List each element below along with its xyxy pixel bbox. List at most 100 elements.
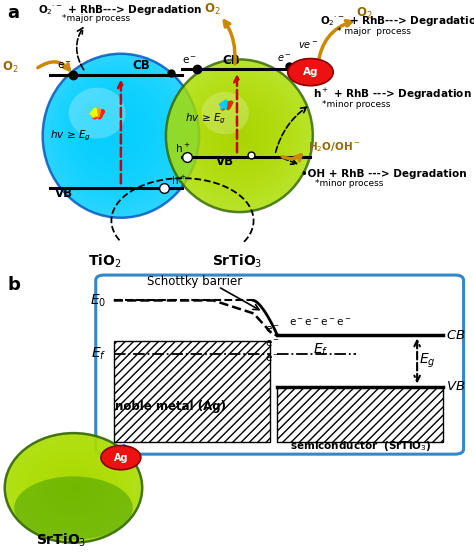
Ellipse shape [100, 120, 116, 137]
Text: Ag: Ag [114, 452, 128, 463]
Text: Schottky barrier: Schottky barrier [147, 274, 242, 288]
Text: O$_2$: O$_2$ [356, 6, 372, 21]
Text: * major  process: * major process [337, 27, 410, 36]
Ellipse shape [104, 125, 110, 130]
Ellipse shape [45, 56, 196, 214]
Ellipse shape [232, 128, 247, 144]
Ellipse shape [194, 88, 285, 183]
Text: *major process: *major process [62, 14, 130, 23]
Text: VB: VB [216, 156, 234, 169]
Ellipse shape [98, 117, 119, 140]
Ellipse shape [69, 88, 126, 138]
Ellipse shape [27, 451, 119, 525]
Text: TiO$_2$: TiO$_2$ [88, 253, 121, 270]
Ellipse shape [73, 89, 155, 174]
Text: e$^-$: e$^-$ [277, 53, 292, 64]
Ellipse shape [64, 480, 83, 496]
Ellipse shape [47, 59, 193, 212]
Ellipse shape [234, 130, 245, 141]
Ellipse shape [60, 74, 173, 193]
Text: H$_2$O/OH$^-$: H$_2$O/OH$^-$ [308, 140, 361, 153]
Text: SrTiO$_3$: SrTiO$_3$ [36, 531, 87, 549]
Ellipse shape [43, 54, 199, 218]
Ellipse shape [31, 454, 116, 522]
Circle shape [101, 446, 141, 470]
Ellipse shape [49, 62, 190, 208]
Text: a: a [7, 4, 19, 22]
Ellipse shape [217, 112, 262, 160]
Text: hv ≥ E$_g$: hv ≥ E$_g$ [185, 112, 226, 127]
Ellipse shape [82, 99, 142, 162]
Ellipse shape [189, 83, 290, 188]
Ellipse shape [196, 91, 283, 180]
Ellipse shape [15, 441, 132, 535]
Ellipse shape [41, 461, 106, 514]
Text: O$_2$$^{\cdot-}$ + RhB---> Degradation: O$_2$$^{\cdot-}$ + RhB---> Degradation [38, 3, 202, 17]
Ellipse shape [179, 73, 300, 199]
Ellipse shape [237, 133, 242, 138]
Ellipse shape [37, 459, 109, 517]
Text: O$_2$: O$_2$ [2, 60, 19, 75]
Ellipse shape [44, 464, 103, 511]
Ellipse shape [52, 64, 186, 206]
Text: •OH + RhB ---> Degradation: •OH + RhB ---> Degradation [301, 169, 466, 179]
Ellipse shape [72, 87, 158, 177]
Ellipse shape [18, 444, 129, 533]
Bar [114, 341, 270, 442]
Text: O$_2$: O$_2$ [204, 2, 220, 17]
Ellipse shape [93, 112, 126, 146]
Ellipse shape [58, 72, 177, 196]
Ellipse shape [65, 79, 167, 186]
Ellipse shape [199, 94, 280, 178]
Ellipse shape [204, 99, 275, 172]
Text: $VB$: $VB$ [446, 380, 465, 394]
Ellipse shape [24, 449, 123, 527]
Text: Ag: Ag [303, 67, 318, 77]
Ellipse shape [69, 84, 161, 180]
Text: semiconductor  (SrTiO$_3$): semiconductor (SrTiO$_3$) [290, 439, 431, 453]
Text: $E_g$: $E_g$ [419, 352, 436, 370]
Ellipse shape [102, 122, 113, 133]
Ellipse shape [14, 477, 133, 540]
Ellipse shape [11, 438, 136, 538]
Text: h$^+$: h$^+$ [171, 174, 186, 187]
Ellipse shape [214, 109, 264, 162]
Text: hv ≥ E$_g$: hv ≥ E$_g$ [50, 129, 91, 143]
Ellipse shape [78, 94, 148, 168]
Text: e$^-$: e$^-$ [182, 55, 198, 66]
Ellipse shape [43, 54, 199, 218]
Ellipse shape [54, 67, 183, 202]
Text: $E_f$: $E_f$ [91, 346, 107, 362]
Text: ve$^-$: ve$^-$ [298, 40, 318, 52]
Text: CB: CB [133, 59, 150, 72]
Ellipse shape [168, 62, 310, 209]
Ellipse shape [219, 115, 260, 157]
Ellipse shape [181, 75, 298, 197]
Text: $E_f$: $E_f$ [313, 341, 328, 358]
Ellipse shape [60, 477, 87, 498]
Bar [277, 387, 443, 442]
Ellipse shape [8, 436, 139, 540]
Ellipse shape [91, 110, 129, 149]
Ellipse shape [21, 446, 126, 530]
Text: h$^+$ + RhB ---> Degradation: h$^+$ + RhB ---> Degradation [313, 86, 472, 101]
Ellipse shape [166, 59, 313, 212]
Ellipse shape [207, 101, 272, 170]
Ellipse shape [89, 107, 132, 152]
Ellipse shape [67, 82, 164, 184]
Ellipse shape [176, 70, 303, 202]
Ellipse shape [229, 125, 249, 146]
Text: SrTiO$_3$: SrTiO$_3$ [212, 253, 262, 270]
Ellipse shape [56, 69, 180, 199]
Ellipse shape [211, 107, 267, 165]
Ellipse shape [96, 115, 123, 143]
Ellipse shape [54, 472, 93, 504]
Ellipse shape [201, 92, 249, 134]
FancyBboxPatch shape [96, 275, 464, 454]
Ellipse shape [209, 104, 270, 167]
Text: b: b [7, 276, 20, 294]
Ellipse shape [47, 467, 100, 509]
Ellipse shape [222, 117, 257, 154]
Ellipse shape [201, 96, 277, 175]
Ellipse shape [5, 433, 142, 543]
